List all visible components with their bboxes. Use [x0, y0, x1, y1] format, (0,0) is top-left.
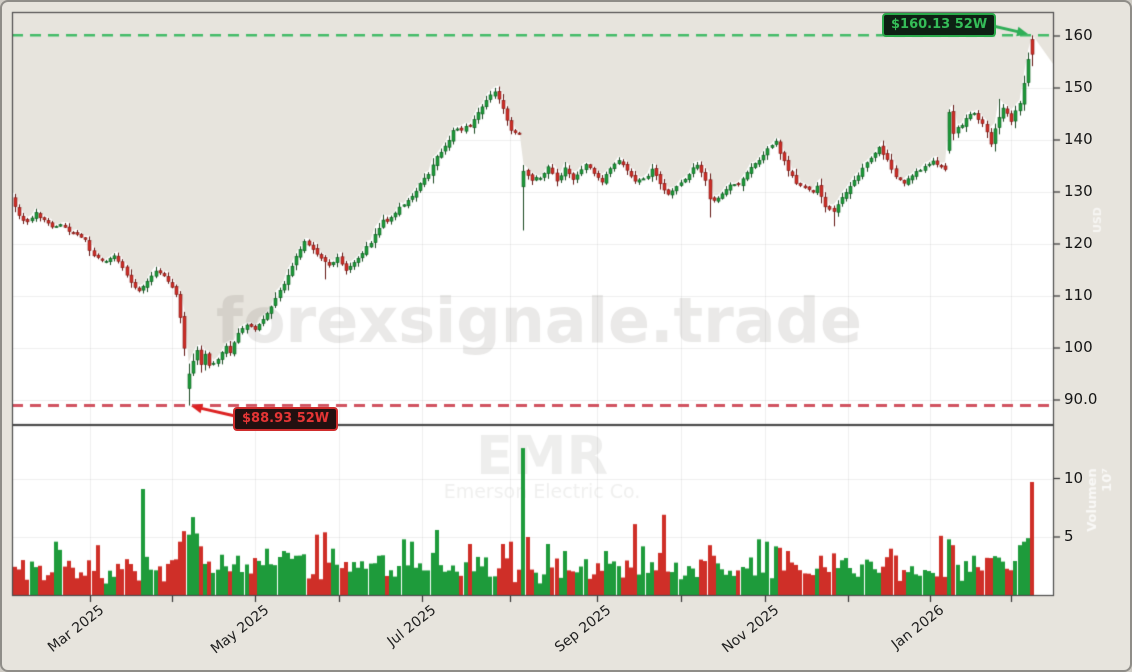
price-tick-label: 120	[1064, 234, 1093, 252]
price-tick-label: 110	[1064, 286, 1093, 304]
price-tick-label: 100	[1064, 338, 1093, 356]
price-tick-label: 150	[1064, 78, 1093, 96]
low-52w-annotation: $88.93 52W	[233, 407, 339, 431]
price-tick-label: 140	[1064, 130, 1093, 148]
price-tick-label: 160	[1064, 26, 1093, 44]
volume-tick-label: 10	[1064, 468, 1084, 487]
price-tick-label: 90.0	[1064, 390, 1098, 408]
volume-tick-label: 5	[1064, 527, 1074, 545]
high-52w-annotation: $160.13 52W	[882, 13, 997, 37]
price-tick-label: 130	[1064, 182, 1093, 200]
